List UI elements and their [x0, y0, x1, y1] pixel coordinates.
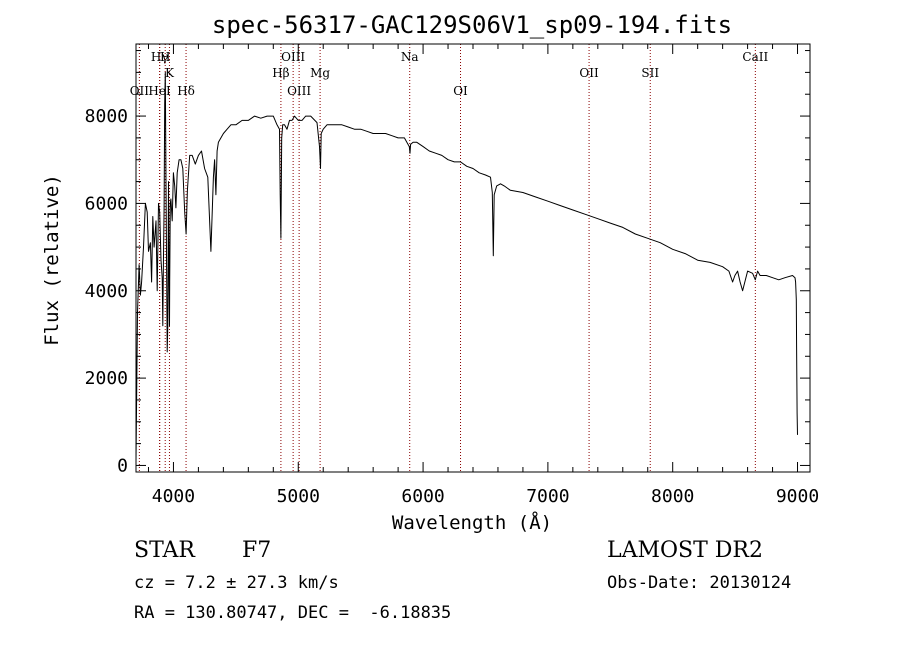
- y-tick-label: 0: [117, 455, 128, 476]
- x-tick-label: 7000: [526, 486, 569, 507]
- y-axis-ticks: 0 2000 4000 6000 8000: [85, 50, 810, 476]
- marker-label: OII: [579, 66, 599, 80]
- x-tick-label: 8000: [651, 486, 694, 507]
- marker-label: HeI: [148, 84, 171, 98]
- chart-title: spec-56317-GAC129S06V1_sp09-194.fits: [212, 11, 732, 39]
- marker-label: K: [165, 66, 175, 80]
- x-axis-ticks: 4000 5000 6000 7000 8000 9000: [147, 44, 819, 507]
- marker-label: OII: [130, 84, 150, 98]
- marker-label: Hβ: [272, 66, 289, 80]
- x-tick-label: 9000: [776, 486, 819, 507]
- x-tick-label: 4000: [152, 486, 195, 507]
- observation-date: Obs-Date: 20130124: [607, 573, 792, 593]
- plot-frame: [135, 43, 811, 473]
- plot-area: [135, 71, 798, 462]
- marker-label: Mg: [310, 66, 330, 80]
- marker-label: CaII: [742, 50, 768, 64]
- y-tick-label: 2000: [85, 368, 128, 389]
- spectrum-line: [135, 71, 798, 462]
- marker-label: SII: [641, 66, 659, 80]
- coordinates: RA = 130.80747, DEC = -6.18835: [134, 603, 452, 623]
- marker-label: H: [160, 50, 170, 64]
- y-tick-label: 4000: [85, 281, 128, 302]
- marker-label: OI: [453, 84, 468, 98]
- marker-label: OIII: [287, 84, 311, 98]
- object-class: STAR: [134, 538, 195, 563]
- x-axis-label: Wavelength (Å): [392, 511, 552, 534]
- marker-label: Hδ: [177, 84, 195, 98]
- y-axis-label: Flux (relative): [41, 174, 63, 346]
- survey-name: LAMOST DR2: [607, 538, 763, 563]
- object-subclass: F7: [242, 538, 272, 563]
- x-tick-label: 5000: [277, 486, 320, 507]
- marker-label: OIII: [281, 50, 305, 64]
- y-tick-label: 6000: [85, 193, 128, 214]
- marker-label: Na: [401, 50, 419, 64]
- redshift-value: cz = 7.2 ± 27.3 km/s: [134, 573, 339, 593]
- y-tick-label: 8000: [85, 106, 128, 127]
- x-tick-label: 6000: [401, 486, 444, 507]
